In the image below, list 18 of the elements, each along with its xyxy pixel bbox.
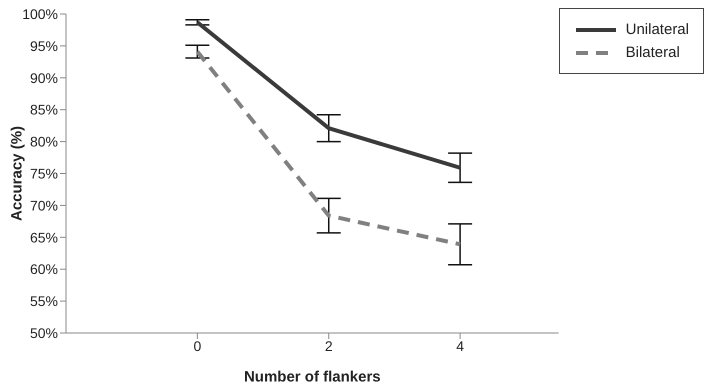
y-tick-label: 60% — [30, 261, 58, 278]
legend-label: Bilateral — [626, 44, 680, 61]
y-tick-label: 65% — [30, 229, 58, 246]
legend-label: Unilateral — [626, 21, 689, 38]
x-tick-label: 2 — [324, 338, 333, 354]
x-tick-label: 4 — [456, 338, 464, 354]
y-tick-label: 55% — [30, 293, 58, 310]
x-tick-label: 0 — [193, 338, 202, 354]
y-tick-label: 70% — [30, 197, 58, 214]
y-tick-label: 90% — [30, 70, 58, 86]
y-tick-label: 75% — [30, 165, 58, 182]
x-axis-title: Number of flankers — [244, 368, 381, 386]
y-tick-label: 95% — [30, 38, 58, 54]
y-tick-label: 50% — [30, 324, 58, 341]
y-tick-label: 100% — [22, 6, 58, 22]
y-tick-label: 80% — [30, 134, 58, 150]
y-axis-title: Accuracy (%) — [8, 126, 26, 222]
y-tick-label: 85% — [30, 102, 58, 118]
